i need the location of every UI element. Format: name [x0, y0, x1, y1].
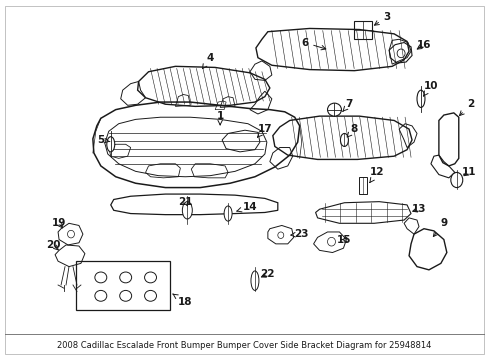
Ellipse shape — [327, 103, 341, 116]
Ellipse shape — [106, 137, 115, 152]
Ellipse shape — [182, 202, 192, 219]
Text: 15: 15 — [337, 234, 351, 244]
Ellipse shape — [416, 90, 424, 108]
Text: 12: 12 — [369, 167, 384, 183]
Text: 14: 14 — [236, 202, 257, 212]
Text: 13: 13 — [411, 204, 426, 214]
Text: 22: 22 — [260, 269, 275, 279]
Text: 2: 2 — [459, 99, 473, 116]
Ellipse shape — [450, 172, 462, 188]
Text: 21: 21 — [178, 197, 192, 207]
Ellipse shape — [340, 134, 347, 147]
Ellipse shape — [250, 271, 258, 291]
Text: 11: 11 — [461, 167, 475, 177]
Text: 1: 1 — [216, 111, 224, 125]
Text: 19: 19 — [52, 218, 66, 228]
Text: 7: 7 — [342, 99, 352, 111]
Text: 5: 5 — [97, 135, 110, 145]
Text: 17: 17 — [257, 124, 272, 137]
Text: 23: 23 — [290, 229, 308, 239]
Text: 9: 9 — [432, 218, 447, 237]
Text: 4: 4 — [202, 53, 213, 69]
Text: 16: 16 — [416, 40, 430, 50]
Text: 3: 3 — [374, 12, 390, 25]
Text: 8: 8 — [346, 124, 357, 137]
Text: 10: 10 — [423, 81, 437, 96]
Ellipse shape — [224, 206, 232, 221]
Text: 2008 Cadillac Escalade Front Bumper Bumper Cover Side Bracket Diagram for 259488: 2008 Cadillac Escalade Front Bumper Bump… — [57, 341, 430, 350]
Text: 18: 18 — [173, 294, 192, 307]
Text: 6: 6 — [301, 37, 325, 50]
Text: 20: 20 — [46, 240, 60, 250]
